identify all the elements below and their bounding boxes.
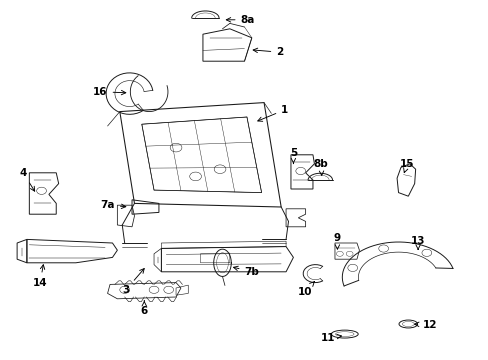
Text: 8b: 8b [313,159,328,175]
Text: 7b: 7b [233,266,259,277]
Text: 4: 4 [20,168,35,191]
Text: 1: 1 [257,105,288,121]
Text: 5: 5 [289,148,296,163]
Text: 7a: 7a [100,200,125,210]
Text: 3: 3 [122,269,144,295]
Text: 16: 16 [93,87,125,97]
Text: 10: 10 [297,282,314,297]
Text: 9: 9 [333,233,340,249]
Text: 8a: 8a [226,15,254,25]
Text: 11: 11 [320,333,341,343]
Text: 6: 6 [141,301,147,316]
Text: 14: 14 [33,265,47,288]
Text: 12: 12 [414,320,437,330]
Text: 15: 15 [399,159,414,172]
Text: 2: 2 [253,47,283,57]
Text: 13: 13 [410,236,425,249]
